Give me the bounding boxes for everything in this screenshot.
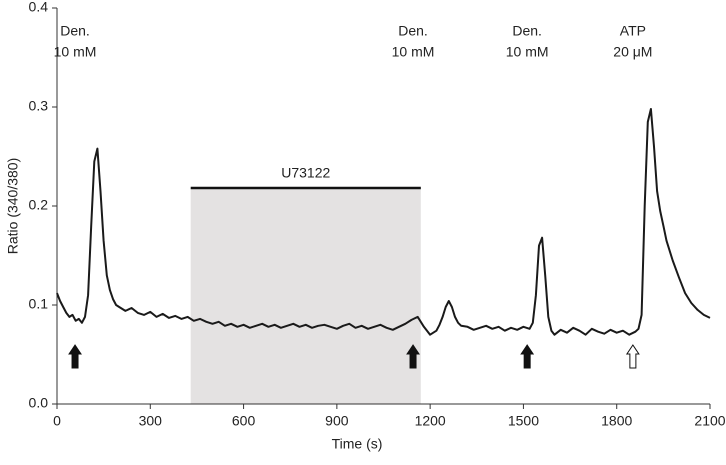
annotation-label: Den.: [512, 23, 542, 39]
x-tick-label: 600: [232, 413, 256, 429]
annotation-label: 10 mM: [54, 44, 97, 60]
arrow: [406, 344, 420, 369]
x-axis-label: Time (s): [332, 436, 383, 452]
x-tick-label: 1800: [601, 413, 632, 429]
annotation-label: Den.: [398, 23, 428, 39]
trace-line: [56, 108, 711, 336]
x-tick-label: 0: [53, 413, 61, 429]
arrow: [68, 344, 82, 369]
annotation-label: 10 mM: [506, 44, 549, 60]
y-tick-label: 0.0: [29, 395, 49, 411]
arrow: [625, 344, 640, 369]
shaded-region: [190, 188, 421, 404]
x-tick-label: 900: [325, 413, 349, 429]
x-tick-label: 300: [139, 413, 163, 429]
y-tick-label: 0.1: [29, 296, 49, 312]
y-tick-label: 0.4: [29, 0, 49, 15]
annotation-label: 10 mM: [392, 44, 435, 60]
x-tick-label: 1200: [415, 413, 446, 429]
y-axis-label: Ratio (340/380): [5, 158, 21, 255]
y-tick-label: 0.3: [29, 98, 49, 114]
annotation-label: 20 μM: [613, 44, 652, 60]
annotation-label: Den.: [60, 23, 90, 39]
annotation-label: ATP: [620, 23, 646, 39]
region-label: U73122: [281, 165, 330, 181]
x-tick-label: 1500: [508, 413, 539, 429]
x-tick-label: 2100: [694, 413, 725, 429]
y-tick-label: 0.2: [29, 197, 49, 213]
arrow: [520, 344, 535, 369]
